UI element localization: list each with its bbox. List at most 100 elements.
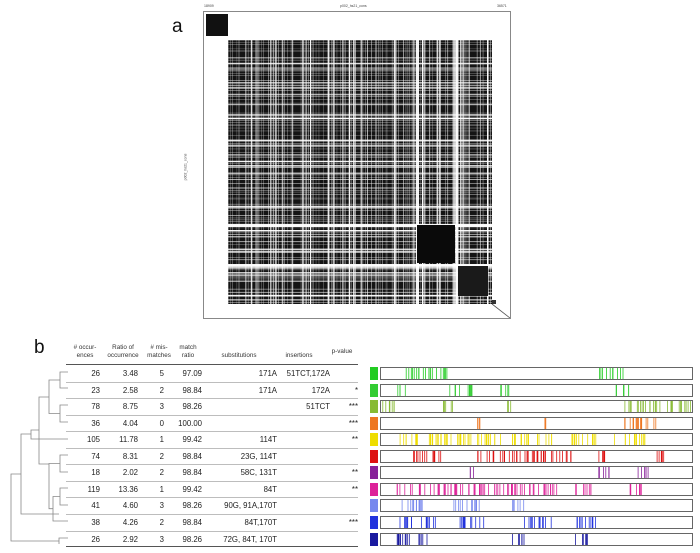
cell-insertions: 51TCT,172A [286,369,330,378]
header-mismatches-line1: # mis- [150,344,168,351]
cell-p-value: * [354,385,358,395]
dotplot-title: p002_hs21_cons [340,4,367,8]
header-ratio-line1: Ratio of [112,344,134,351]
row-divider [66,497,358,499]
row-divider [66,464,358,466]
cell-mismatches: 1 [159,484,164,494]
cell-ratio: 4.60 [122,501,138,511]
cell-occurrences: 38 [91,517,100,527]
cell-ratio: 4.04 [122,418,138,428]
cell-ratio: 11.78 [119,435,138,445]
dotplot-y-label: p002_hs21_cons [183,153,188,181]
row-divider [66,513,358,515]
header-match-line2: ratio [181,352,195,359]
cell-substitutions: 90G, 91A,170T [224,501,277,511]
cell-ratio: 3.48 [122,369,138,378]
cell-occurrences: 36 [91,418,100,428]
cell-match-ratio: 99.42 [182,435,202,445]
cell-occurrences: 119 [87,484,100,494]
cell-substitutions: 84T [263,484,277,494]
cell-substitutions: 171A [258,369,277,378]
header-match-line1: match [179,344,197,351]
occurrence-track [380,416,693,430]
cell-ratio: 8.75 [122,402,138,412]
occurrence-track [380,515,693,529]
occurrence-track [380,383,693,397]
cell-match-ratio: 97.09 [182,369,202,378]
cell-p-value: ** [351,468,358,478]
cell-ratio: 13.36 [118,484,138,494]
row-divider [66,381,358,383]
cell-match-ratio: 98.84 [182,385,202,395]
track-color-swatch [370,367,378,380]
cell-ratio: 8.31 [122,451,138,461]
header-mismatches-line2: matches [147,352,171,359]
occurrence-track [380,532,693,546]
header-occurrences-line1: # occur- [73,344,97,351]
cell-mismatches: 2 [159,517,164,527]
cell-occurrences: 23 [91,385,100,395]
cell-ratio: 2.92 [122,534,138,544]
cell-insertions: 172A [311,385,330,395]
cell-p-value: *** [348,418,358,428]
track-color-swatch [370,383,378,397]
cell-mismatches: 3 [159,501,164,511]
cell-p-value: ** [351,484,358,494]
panel-a-label: a [172,16,183,37]
cell-substitutions: 114T [259,435,277,445]
cell-mismatches: 3 [159,402,164,412]
cell-ratio: 2.02 [122,468,138,478]
occurrence-track [380,449,693,463]
header-ratio: Ratio of occurrence [104,344,142,360]
cell-substitutions: 84T,170T [244,517,277,527]
cell-mismatches: 2 [159,468,164,478]
occurrence-track [380,499,693,513]
table-bottom-rule [66,546,358,547]
track-color-swatch [370,466,378,480]
cell-substitutions: 171A [258,385,277,395]
table-top-rule [66,364,358,365]
cell-occurrences: 18 [91,468,100,478]
cell-mismatches: 2 [159,385,164,395]
cell-substitutions: 72G, 84T, 170T [223,534,277,544]
dotplot-matrix [206,14,511,319]
track-color-swatch [370,499,378,513]
occurrence-track [380,466,693,480]
row-divider [66,398,358,400]
cell-ratio: 2.58 [122,385,138,395]
cell-insertions: 51TCT [306,402,330,412]
cell-p-value: *** [348,517,358,527]
track-color-swatch [370,416,378,430]
cell-mismatches: 2 [159,451,164,461]
cell-occurrences: 26 [91,534,100,544]
header-match-ratio: match ratio [175,344,201,360]
cell-substitutions: 23G, 114T [240,451,277,461]
row-divider [66,447,358,449]
cell-match-ratio: 98.84 [182,517,202,527]
cell-occurrences: 26 [91,369,100,378]
row-divider [66,530,358,532]
cell-occurrences: 74 [91,451,100,461]
cell-occurrences: 78 [91,402,100,412]
cell-mismatches: 5 [159,369,164,378]
track-color-swatch [370,449,378,463]
occurrence-track [380,367,693,380]
cell-match-ratio: 100.00 [178,418,202,428]
cell-ratio: 4.26 [122,517,138,527]
header-insertions: insertions [285,352,313,359]
occurrence-track [380,433,693,447]
cell-p-value: *** [348,402,358,412]
cell-p-value: ** [351,435,358,445]
cell-match-ratio: 98.26 [182,534,202,544]
track-color-swatch [370,482,378,496]
dendrogram [10,371,68,544]
dotplot-end-label: 36571 [497,4,507,8]
row-divider [66,414,358,416]
header-ratio-line2: occurrence [107,352,139,359]
row-divider [66,480,358,482]
header-mismatches: # mis- matches [145,344,173,360]
occurrence-track [380,400,693,414]
occurrence-track [380,482,693,496]
cell-mismatches: 1 [159,435,164,445]
cell-mismatches: 0 [159,418,164,428]
